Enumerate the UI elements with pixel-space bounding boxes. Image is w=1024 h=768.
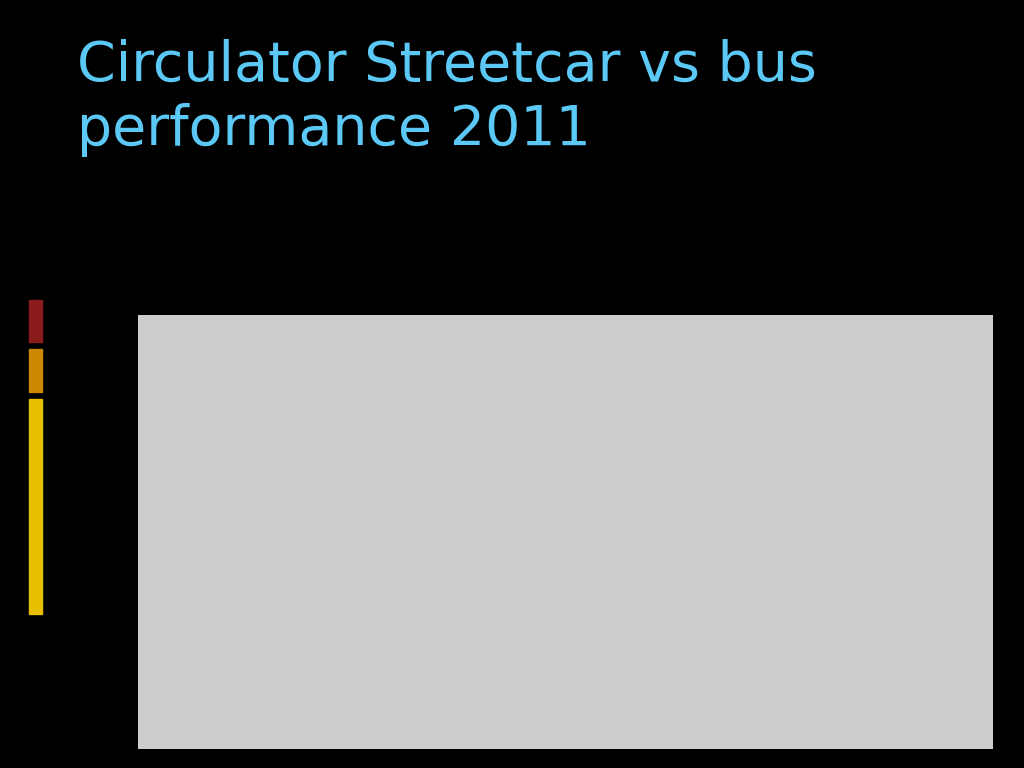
Text: Metro Area: Metro Area	[185, 460, 264, 473]
Text: 12: 12	[604, 499, 622, 512]
Text: Scheduled
speed: Scheduled speed	[523, 369, 596, 397]
Text: 0.9%: 0.9%	[352, 606, 386, 619]
Text: $1.20: $1.20	[810, 661, 848, 674]
Text: $6.68: $6.68	[810, 571, 848, 584]
Text: $3.79: $3.79	[810, 535, 848, 548]
Text: 7: 7	[531, 661, 540, 674]
Text: 6: 6	[767, 661, 775, 674]
Text: Circulator
streetcar: Circulator streetcar	[468, 445, 519, 467]
Text: source: National Transit Data Base accessed through Florida Transit Information : source: National Transit Data Base acces…	[156, 735, 527, 743]
Text: 4: 4	[686, 606, 694, 619]
Text: $3.22: $3.22	[810, 606, 848, 619]
Text: Bus: Bus	[610, 445, 630, 455]
Text: $1.01: $1.01	[912, 499, 950, 512]
Text: 1: 1	[685, 571, 694, 584]
Text: 13: 13	[604, 606, 622, 619]
Text: % of fixed
route
passenger
miles that is
circulator
streetcar: % of fixed route passenger miles that is…	[279, 369, 360, 457]
Text: 0.2%: 0.2%	[352, 535, 386, 548]
Text: $0.87: $0.87	[912, 571, 950, 584]
Text: Circulator
streetcar: Circulator streetcar	[622, 445, 673, 467]
Text: Circulator
streetcar: Circulator streetcar	[775, 445, 826, 467]
Text: New Orleans*: New Orleans*	[185, 661, 276, 674]
Text: 5: 5	[685, 535, 694, 548]
Text: Memphis: Memphis	[185, 571, 246, 584]
Text: Tampa: Tampa	[185, 606, 228, 619]
Text: 1.6%: 1.6%	[352, 499, 386, 512]
Text: Circulator Streetcars Serve Niche Market: Circulator Streetcars Serve Niche Market	[365, 330, 767, 348]
Text: $1.22: $1.22	[912, 661, 950, 674]
Text: 13: 13	[604, 661, 622, 674]
Text: Circulator Streetcar vs bus
performance 2011: Circulator Streetcar vs bus performance …	[77, 38, 817, 157]
Text: 9: 9	[686, 499, 694, 512]
Text: *traditional streetcar: *traditional streetcar	[185, 697, 326, 710]
Text: 31.2%: 31.2%	[344, 661, 386, 674]
Text: Bus: Bus	[940, 445, 959, 455]
Text: 16: 16	[604, 571, 622, 584]
Text: 10: 10	[759, 606, 775, 619]
Text: 13: 13	[758, 535, 775, 548]
Text: Operating
expense per
passenger mile: Operating expense per passenger mile	[824, 369, 932, 412]
Text: Portland: Portland	[185, 499, 241, 512]
Text: 8: 8	[767, 571, 775, 584]
Text: Seattle: Seattle	[185, 535, 232, 548]
Text: 11: 11	[677, 661, 694, 674]
Text: $0.78: $0.78	[912, 606, 950, 619]
Text: 11: 11	[758, 499, 775, 512]
Text: $2.11: $2.11	[810, 499, 848, 512]
Text: 5: 5	[531, 606, 540, 619]
Text: $0.91: $0.91	[912, 535, 950, 548]
Text: 12: 12	[604, 535, 622, 548]
Text: 6: 6	[531, 571, 540, 584]
Text: 6: 6	[531, 499, 540, 512]
Text: (2011 data from National Transit Data Base): (2011 data from National Transit Data Ba…	[412, 347, 720, 362]
Text: Load Factor
(passengers on
board rail car or
bus at any given
time): Load Factor (passengers on board rail ca…	[658, 369, 768, 442]
Text: 1.4%: 1.4%	[352, 571, 386, 584]
Text: 5: 5	[531, 535, 540, 548]
Text: (miles per hour): (miles per hour)	[517, 436, 601, 446]
Text: Bus: Bus	[765, 445, 783, 455]
